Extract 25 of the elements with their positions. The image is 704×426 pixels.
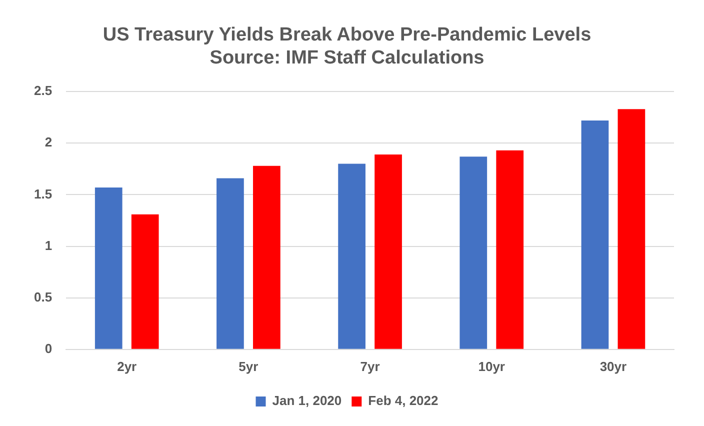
- y-tick-label: 2: [44, 134, 52, 150]
- legend-label: Feb 4, 2022: [368, 393, 438, 408]
- y-tick-label: 1.5: [34, 186, 52, 202]
- bar: [216, 178, 244, 349]
- y-tick-label: 1: [44, 238, 52, 253]
- x-tick-label: 2yr: [117, 358, 137, 374]
- bar: [338, 164, 366, 349]
- text: US Treasury Yields Break Above Pre-Pandemic Levels: [102, 24, 592, 46]
- bar: [496, 150, 524, 349]
- bar: [253, 166, 280, 349]
- bar: [460, 156, 488, 349]
- x-tick-label: 10yr: [478, 358, 505, 374]
- bar: [374, 154, 402, 349]
- y-tick-label: 0.5: [34, 289, 52, 304]
- text: Source: IMF Staff Calculations: [210, 47, 484, 68]
- x-tick-label: 5yr: [238, 358, 258, 374]
- bar: [618, 109, 646, 349]
- bar: [131, 214, 159, 349]
- legend-label: Jan 1, 2020: [272, 393, 342, 408]
- bar: [581, 120, 609, 349]
- x-tick-label: 30yr: [600, 358, 627, 374]
- y-tick-label: 0: [44, 340, 52, 356]
- y-tick-label: 2.5: [34, 83, 52, 98]
- x-tick-label: 7yr: [360, 358, 380, 374]
- bar: [94, 188, 122, 349]
